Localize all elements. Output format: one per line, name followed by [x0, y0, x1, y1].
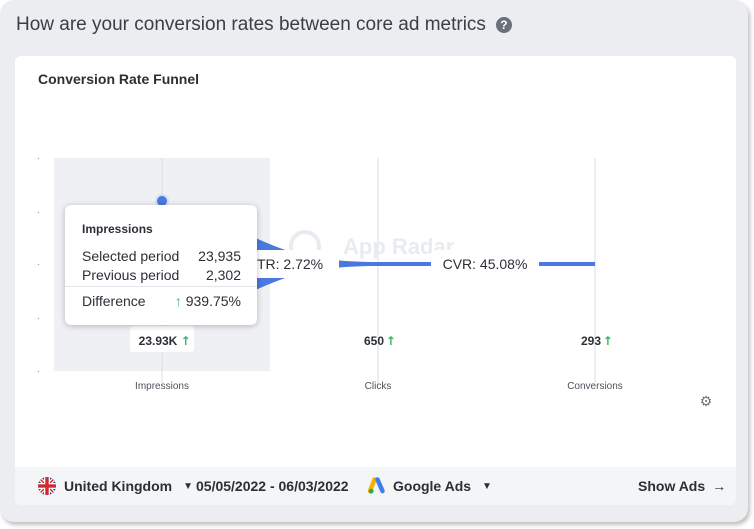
country-selector[interactable]: United Kingdom ▼ [37, 476, 193, 496]
category-label: Impressions [135, 381, 189, 392]
gear-icon[interactable]: ⚙ [699, 393, 713, 409]
card-title: Conversion Rate Funnel [38, 71, 200, 87]
section-title-text: How are your conversion rates between co… [16, 14, 486, 35]
network-label: Google Ads [393, 478, 472, 494]
rate-label: CTR: 2.72% [247, 256, 323, 272]
tooltip-difference-value: 939.75% [185, 293, 241, 309]
rate-label: CVR: 45.08% [443, 256, 528, 272]
tooltip-selected-label: Selected period [82, 248, 180, 264]
tooltip-previous-value: 2,302 [205, 267, 241, 283]
section-title: How are your conversion rates between co… [16, 14, 512, 36]
rate-label-box [431, 250, 539, 278]
value-label: 650 [364, 334, 384, 348]
arrow-right-icon: → [712, 478, 727, 494]
network-selector[interactable]: Google Ads ▼ [368, 476, 492, 496]
trend-arrow-up-icon: ↑ [386, 334, 396, 348]
y-axis-tick [37, 370, 40, 373]
chevron-down-icon: ▼ [183, 480, 194, 492]
google-ads-icon [368, 477, 385, 494]
y-axis-tick [37, 263, 40, 266]
date-range-label: 05/05/2022 - 06/03/2022 [196, 478, 349, 494]
country-label: United Kingdom [64, 478, 173, 494]
tooltip-difference-label: Difference [82, 293, 146, 309]
rate-label-box [231, 250, 339, 278]
filter-bar: United Kingdom ▼ 05/05/2022 - 06/03/2022… [15, 467, 736, 505]
uk-flag-icon [38, 477, 56, 495]
tooltip-title: Impressions [82, 222, 153, 236]
y-axis-tick [37, 157, 40, 160]
tooltip-row-difference: Difference ↑ 939.75% [82, 293, 241, 309]
category-label: Conversions [567, 381, 623, 392]
tooltip-row-previous: Previous period 2,302 [82, 267, 241, 283]
chevron-down-icon: ▼ [482, 480, 492, 492]
y-axis-tick [37, 317, 40, 320]
tooltip-difference: ↑ 939.75% [175, 293, 241, 309]
chart-tooltip: Impressions Selected period 23,935 Previ… [65, 205, 257, 325]
question-circle-icon[interactable]: ? [495, 17, 512, 33]
value-label-box [130, 326, 194, 352]
show-ads-link[interactable]: Show Ads → [638, 476, 726, 496]
tooltip-selected-value: 23,935 [198, 248, 241, 264]
tooltip-previous-label: Previous period [82, 267, 180, 283]
trend-arrow-up-icon: ↑ [181, 334, 191, 348]
tooltip-row-selected: Selected period 23,935 [82, 248, 241, 264]
date-range-picker[interactable]: 05/05/2022 - 06/03/2022 [196, 476, 349, 496]
tooltip-divider [65, 286, 257, 287]
funnel-panel: How are your conversion rates between co… [0, 0, 748, 522]
show-ads-label: Show Ads [638, 478, 706, 494]
arrow-up-icon: ↑ [174, 293, 182, 309]
value-label: 293 [581, 334, 601, 348]
trend-arrow-up-icon: ↑ [603, 334, 613, 348]
data-point [157, 196, 167, 206]
value-label: 23.93K [139, 334, 178, 348]
y-axis-tick [37, 211, 40, 214]
category-label: Clicks [365, 381, 392, 392]
